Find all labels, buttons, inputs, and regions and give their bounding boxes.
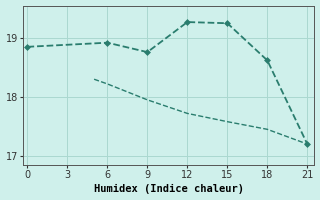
X-axis label: Humidex (Indice chaleur): Humidex (Indice chaleur) — [94, 184, 244, 194]
